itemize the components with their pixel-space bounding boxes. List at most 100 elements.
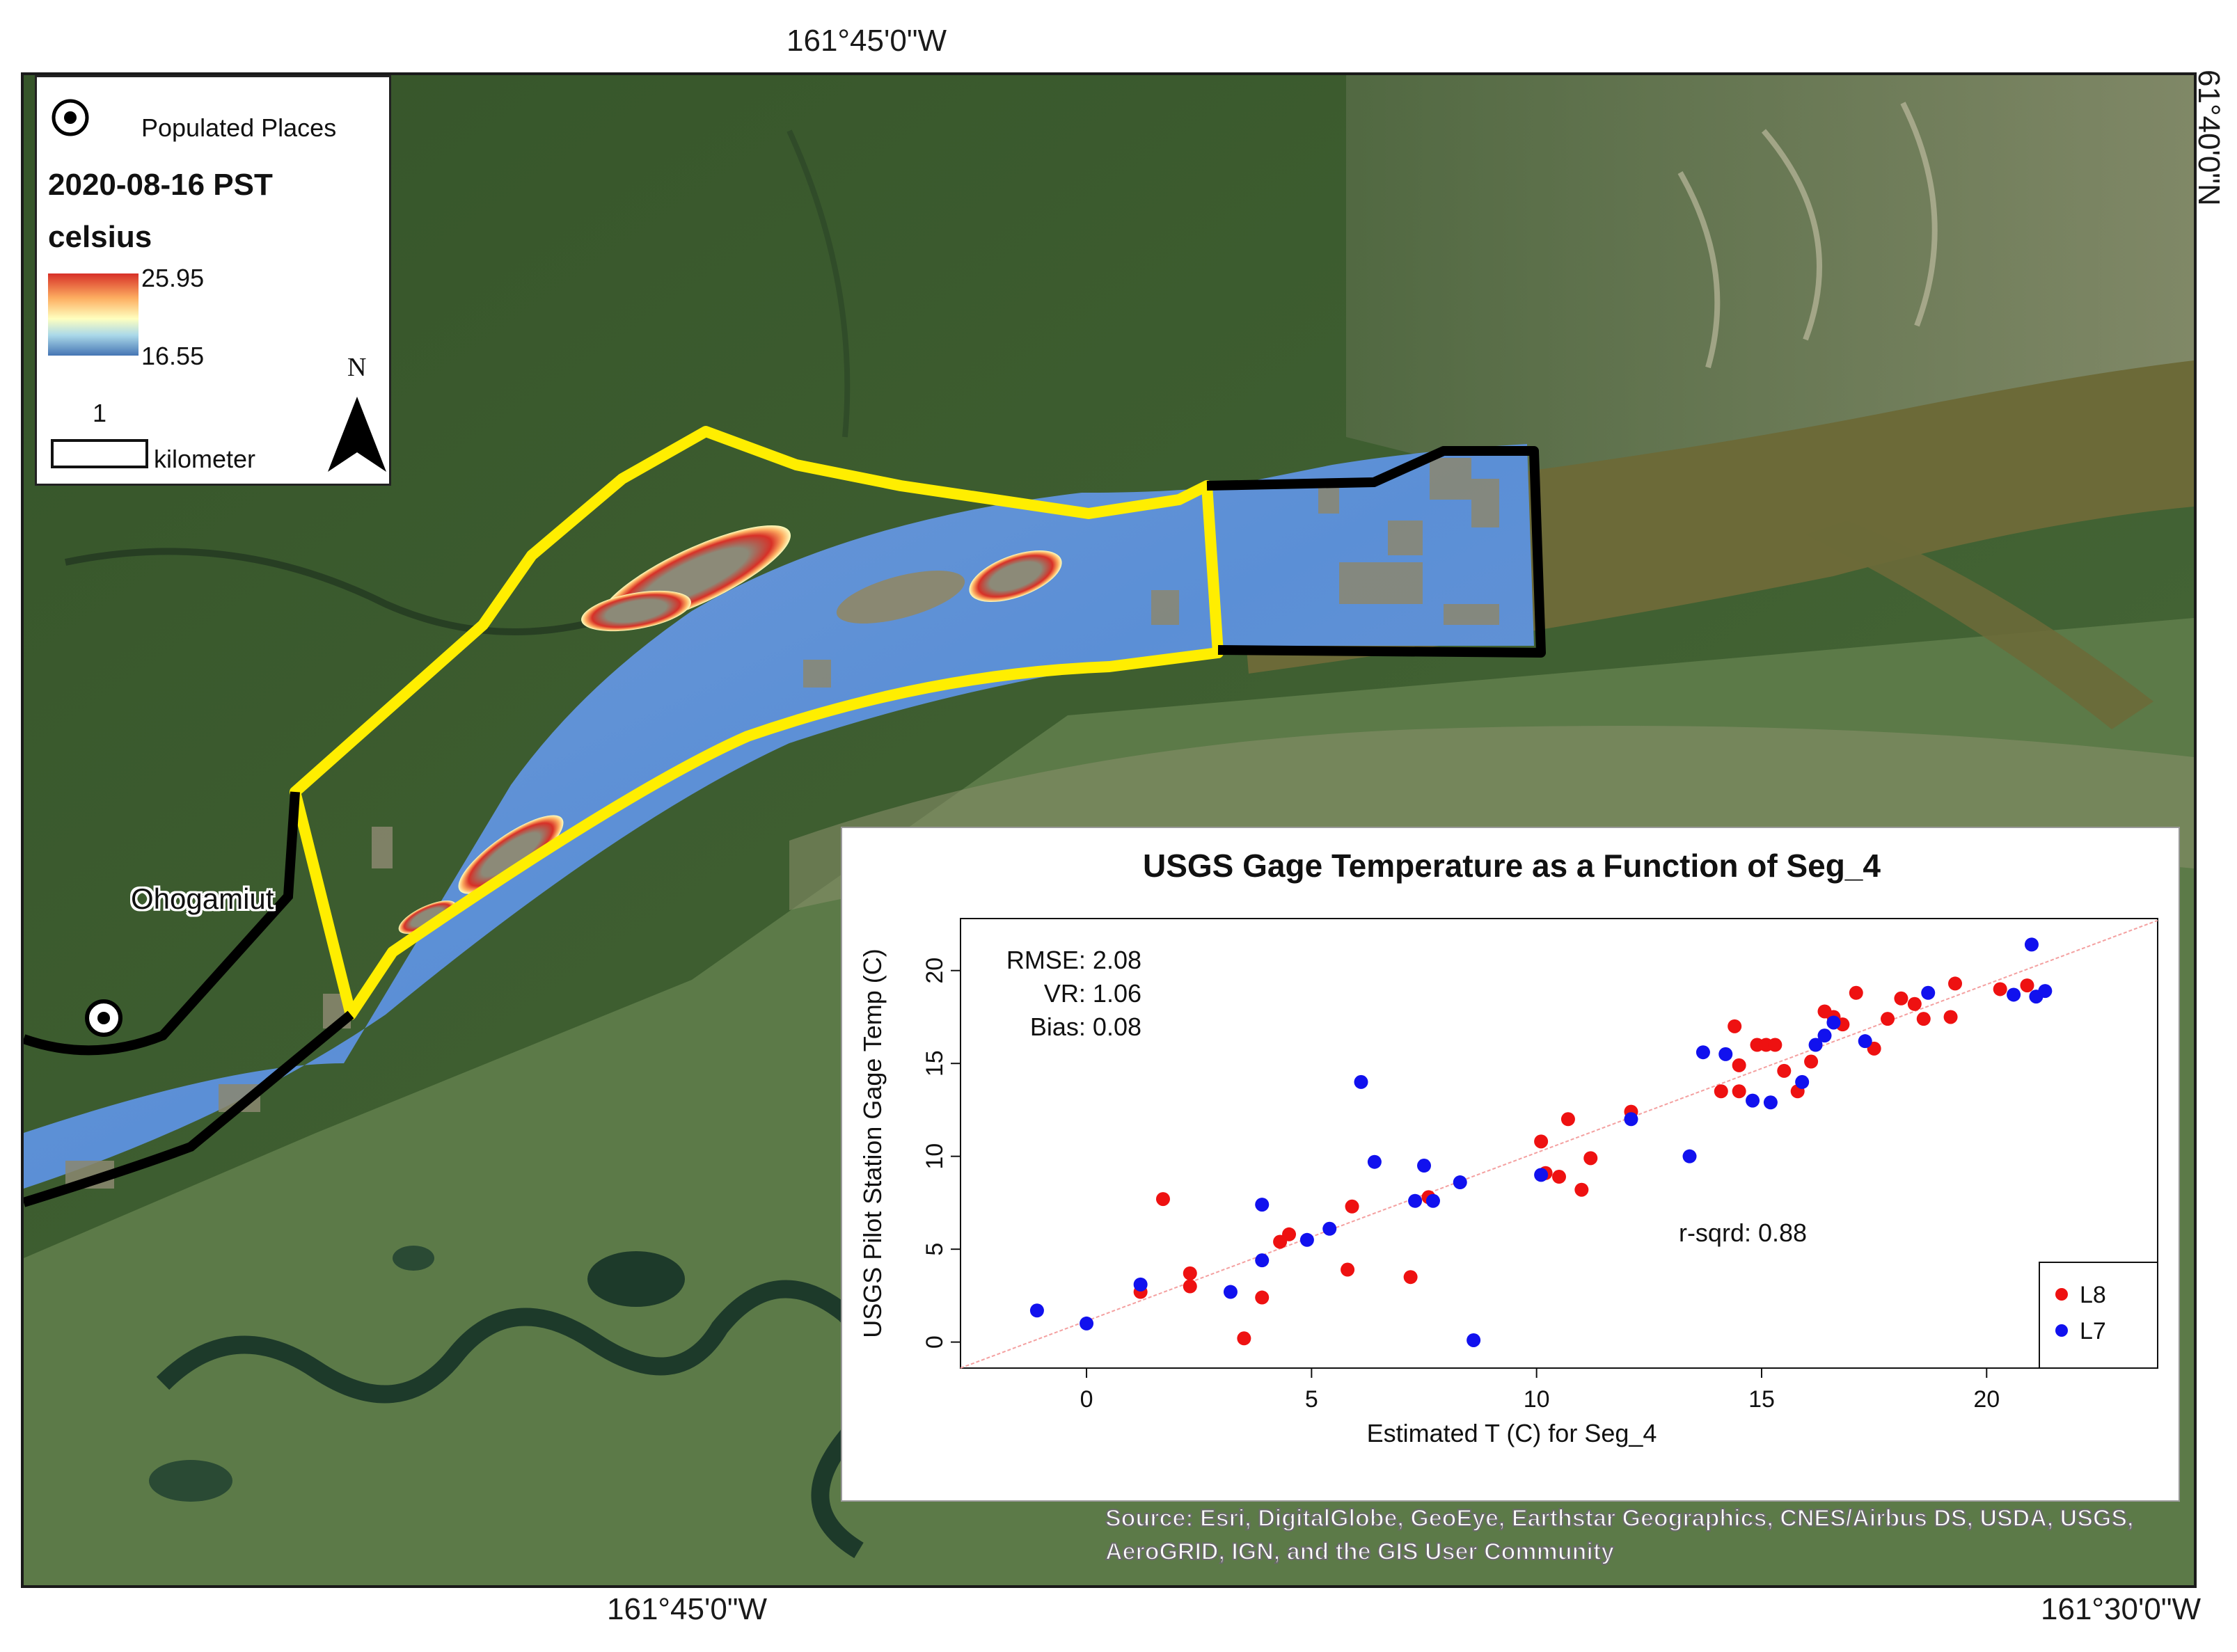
point-l8-41 [2020,978,2034,993]
point-l7-5 [1255,1253,1270,1268]
legend-date-label: 2020-08-16 PST [48,168,273,202]
point-l8-16 [1574,1182,1589,1197]
y-tick-label-0: 0 [922,1335,948,1349]
point-l7-3 [1223,1285,1238,1299]
point-l7-12 [1425,1193,1440,1208]
legend-label-l7: L7 [2080,1318,2106,1344]
fit-line [960,919,2158,1369]
x-tick-label-0: 0 [1080,1386,1093,1413]
riverbank-south-line [24,1010,354,1207]
stat-vr: VR: 1.06 [1044,979,1141,1008]
point-l8-3 [1183,1279,1197,1294]
point-l8-20 [1728,1019,1742,1033]
stat-rmse: RMSE: 2.08 [1006,946,1141,974]
point-l7-8 [1354,1074,1368,1089]
point-l8-35 [1894,991,1908,1006]
point-l8-10 [1403,1270,1418,1285]
point-l7-20 [1746,1093,1760,1108]
stat-rsq: r-sqrd: 0.88 [1679,1218,1807,1247]
scale-bar-unit: kilometer [154,445,256,473]
seg4-boundary[interactable] [290,426,1224,1020]
x-tick-label-1: 5 [1305,1386,1318,1413]
point-l8-40 [1993,982,2007,996]
point-l7-24 [1817,1028,1832,1043]
point-l8-32 [1849,985,1863,1000]
point-l7-31 [2038,984,2053,999]
point-l8-4 [1237,1331,1251,1346]
legend-max-value: 25.95 [141,264,205,292]
stat-bias: Bias: 0.08 [1030,1012,1141,1041]
point-l8-37 [1916,1012,1931,1026]
north-arrow-label: N [347,353,367,382]
water-temperature-raster [24,444,1534,1189]
legend-marker-l7 [2055,1324,2068,1337]
point-l8-28 [1804,1054,1819,1069]
point-l8-2 [1183,1266,1197,1280]
graticule-top-label: 161°45'0"W [786,24,947,58]
chart-title: USGS Gage Temperature as a Function of S… [1143,848,1881,884]
point-l7-2 [1133,1277,1148,1292]
attribution-text: Source: Esri, DigitalGlobe, GeoEye, Eart… [1105,1504,2134,1566]
y-tick-label-4: 20 [922,958,948,984]
y-tick-label-3: 15 [922,1050,948,1077]
y-tick-label-2: 10 [922,1143,948,1170]
point-l7-13 [1453,1175,1467,1190]
x-axis-label: Estimated T (C) for Seg_4 [1367,1419,1657,1447]
legend-populated-places-label: Populated Places [141,113,337,142]
point-l8-19 [1714,1084,1728,1099]
legend-min-value: 16.55 [141,342,205,370]
point-l8-17 [1583,1151,1598,1166]
point-l7-15 [1534,1168,1549,1182]
point-l8-22 [1732,1084,1746,1099]
point-l8-1 [1155,1192,1170,1207]
legend-label-l8: L8 [2080,1282,2106,1308]
point-l7-23 [1808,1038,1823,1052]
scatter-chart-panel: USGS Gage Temperature as a Function of S… [841,827,2180,1502]
place-label-ohogamiut: Ohogamiut [131,882,274,915]
point-l7-6 [1299,1232,1314,1247]
y-axis-label: USGS Pilot Station Gage Temp (C) [858,948,887,1338]
graticule-bottom-left-label: 161°45'0"W [607,1592,767,1626]
point-l7-7 [1322,1221,1337,1236]
point-l8-39 [1943,1010,1958,1024]
point-l8-36 [1907,996,1922,1011]
point-l8-38 [1948,976,1963,991]
sandbar-warm-4 [458,815,564,894]
map-legend: Populated Places 2020-08-16 PST celsius … [35,75,391,486]
point-l7-10 [1408,1193,1423,1208]
point-l7-1 [1080,1316,1094,1331]
plot-area [960,918,2158,1369]
point-l7-25 [1826,1015,1841,1030]
sandbar-warm-3 [969,550,1062,602]
point-l8-9 [1345,1199,1359,1214]
sandbar-2 [836,570,965,624]
data-points [1029,937,2053,1347]
point-l7-28 [2007,987,2021,1002]
point-l8-12 [1534,1134,1549,1149]
legend-unit-label: celsius [48,220,152,254]
x-tick-label-2: 10 [1524,1386,1550,1413]
point-l7-0 [1029,1303,1044,1318]
adjacent-segment-boundary[interactable] [1206,446,1546,658]
chart-axes: 0 5 10 15 20 0 5 10 15 20 [922,958,2000,1413]
chart-legend: L8 L7 [2039,1262,2158,1369]
graticule-bottom-right-label: 161°30'0"W [2041,1592,2201,1626]
point-l8-15 [1560,1112,1575,1127]
point-l7-4 [1255,1198,1270,1212]
point-l8-5 [1255,1290,1270,1305]
north-arrow-icon [328,397,386,472]
point-l8-7 [1282,1227,1297,1241]
x-tick-label-3: 15 [1748,1386,1775,1413]
point-l7-9 [1367,1154,1382,1169]
point-l8-21 [1732,1058,1746,1072]
riverbank-north-line [24,791,300,1056]
point-l7-21 [1763,1095,1778,1110]
point-l7-14 [1467,1333,1481,1347]
point-l7-29 [2024,937,2039,952]
point-l7-22 [1795,1074,1810,1089]
point-l8-34 [1881,1012,1895,1026]
y-tick-label-1: 5 [922,1243,948,1256]
point-l7-17 [1682,1149,1697,1163]
legend-marker-l8 [2055,1288,2068,1301]
legend-color-ramp [48,273,139,356]
